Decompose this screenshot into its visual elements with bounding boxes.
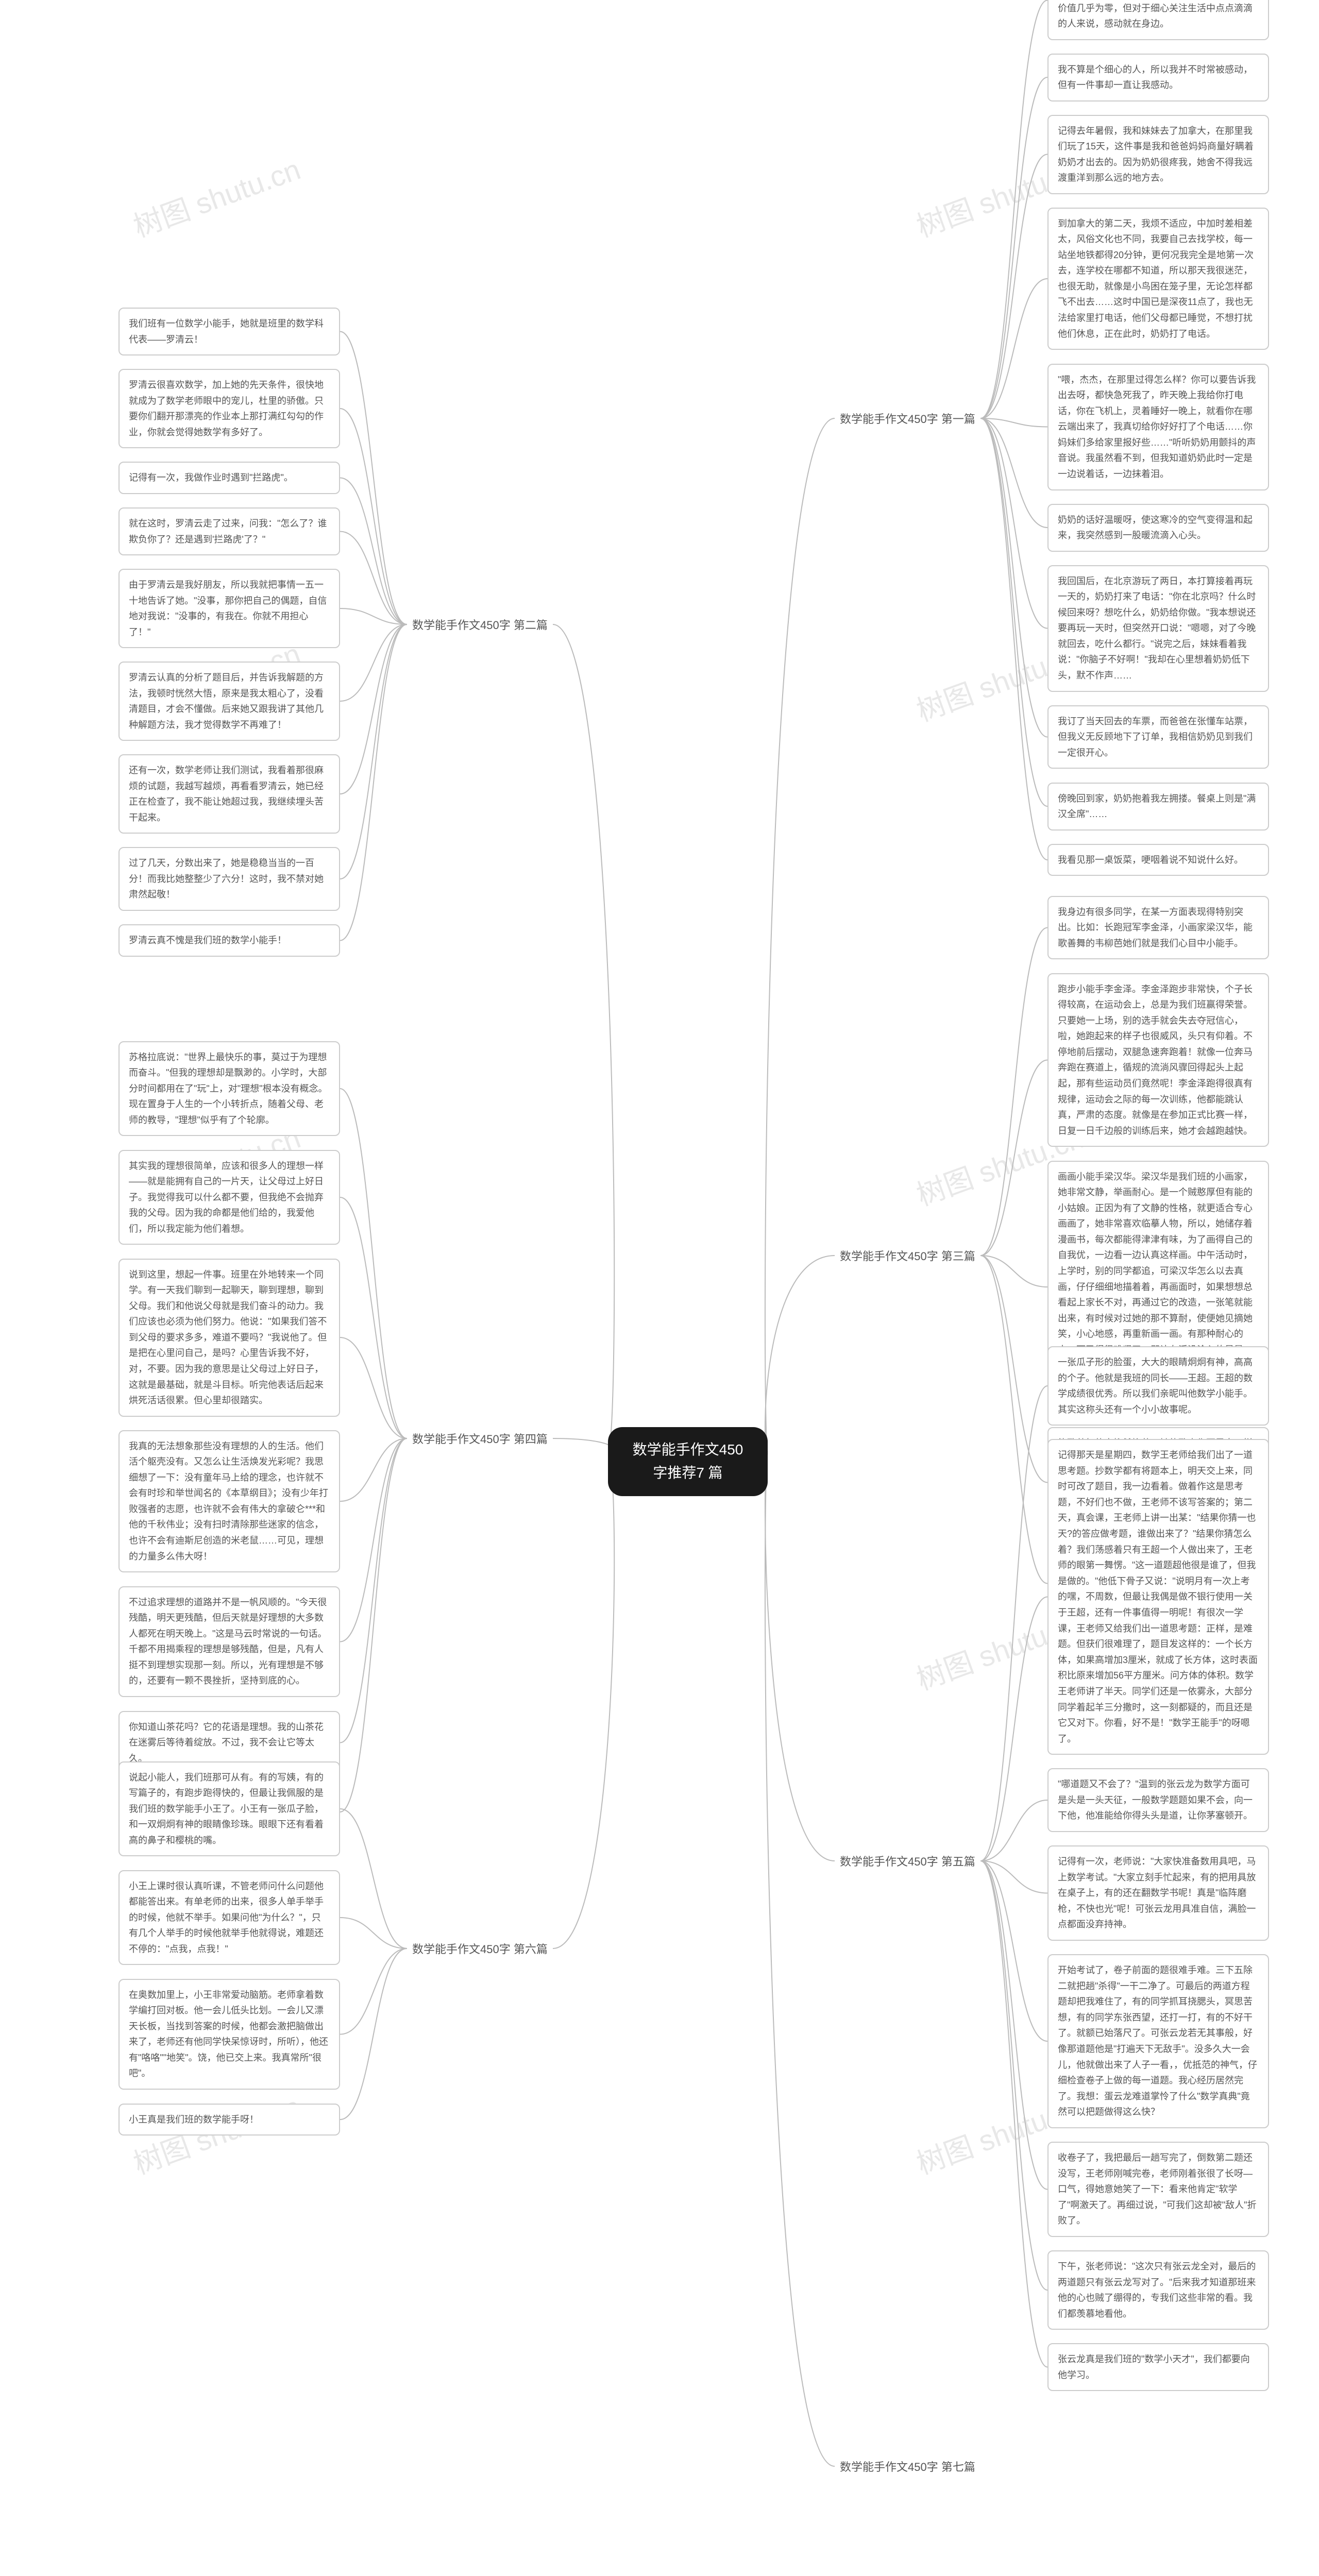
leaf-node: 就在这时，罗清云走了过来，问我："怎么了？谁欺负你了？还是遇到'拦路虎'了？" (119, 507, 340, 555)
leaf-node: 跑步小能手李金泽。李金泽跑步非常快，个子长得较高，在运动会上，总是为我们班赢得荣… (1047, 973, 1269, 1147)
leaf-node: 记得去年暑假，我和妹妹去了加拿大，在那里我们玩了15天，这件事是我和爸爸妈妈商量… (1047, 115, 1269, 194)
leaf-node: "哪道题又不会了？"温到的张云龙为数学方面可是头是一头天征，一般数学题题如果不会… (1047, 1768, 1269, 1832)
watermark: 树图 shutu.cn (127, 146, 306, 245)
leaf-node: 傍晚回到家，奶奶抱着我左拥搂。餐桌上则是"满汉全席"…… (1047, 783, 1269, 831)
branch-label: 数学能手作文450字 第五篇 (835, 1850, 980, 1872)
leaf-node: 我回国后，在北京游玩了两日，本打算接着再玩一天的，奶奶打来了电话："你在北京吗？… (1047, 565, 1269, 692)
leaf-node: 我不算是个细心的人，所以我并不时常被感动，但有一件事却一直让我感动。 (1047, 54, 1269, 101)
leaf-node: 一张瓜子形的脸蛋，大大的眼睛炯炯有神，高高的个子。他就是我班的同长——王超。王超… (1047, 1346, 1269, 1426)
leaf-node: 我订了当天回去的车票，而爸爸在张懂车站票，但我义无反顾地下了订单，我相信奶奶见到… (1047, 705, 1269, 769)
leaf-node: 罗清云真不愧是我们班的数学小能手！ (119, 924, 340, 957)
leaf-node: 开始考试了，卷子前面的题很难手难。三下五除二就把趟"杀得"一干二净了。可最后的两… (1047, 1954, 1269, 2128)
leaf-node: 罗清云很喜欢数学，加上她的先天条件，很快地就成为了数学老师眼中的宠儿，杜里的骄傲… (119, 369, 340, 448)
leaf-node: 说到这里，想起一件事。班里在外地转来一个同学。有一天我们聊到一起聊天，聊到理想，… (119, 1259, 340, 1417)
leaf-node: 到加拿大的第二天，我烦不适应，中加时差相差太，风俗文化也不同，我要自己去找学校，… (1047, 208, 1269, 350)
root-node: 数学能手作文450字推荐7 篇 (608, 1427, 768, 1496)
leaf-node: 我身边有很多同学，在某一方面表现得特别突出。比如：长跑冠军李金泽，小画家梁汉华，… (1047, 896, 1269, 960)
leaf-node: 还有一次，数学老师让我们测试，我看着那很麻烦的试题，我越写越烦，再看看罗清云，她… (119, 754, 340, 834)
branch-label: 数学能手作文450字 第四篇 (407, 1427, 553, 1450)
leaf-node: 感动什么，有什么可感动的，天天感动的流泪，你还算个男人吗？当然，感动在许多人眼里… (1047, 0, 1269, 40)
branch-label: 数学能手作文450字 第一篇 (835, 407, 980, 430)
leaf-node: 小王真是我们班的数学能手呀！ (119, 2104, 340, 2136)
leaf-node: 说起小能人，我们班那可从有。有的写姨，有的写篇子的，有跑步跑得快的，但最让我佩服… (119, 1761, 340, 1857)
leaf-node: 记得有一次，我做作业时遇到"拦路虎"。 (119, 462, 340, 494)
watermark: 树图 shutu.cn (127, 2568, 306, 2576)
leaf-node: 由于罗清云是我好朋友，所以我就把事情一五一十地告诉了她。"没事，那你把自己的偶题… (119, 569, 340, 648)
leaf-node: 收卷子了，我把最后一趟写完了，倒数第二题还没写，王老师刚喊完卷，老师刚着张很了长… (1047, 2142, 1269, 2237)
leaf-node: 我们班有一位数学小能手，她就是班里的数学科代表——罗清云！ (119, 308, 340, 355)
leaf-node: 记得那天是星期四，数学王老师给我们出了一道思考题。抄数学都有将题本上，明天交上来… (1047, 1439, 1269, 1755)
branch-label: 数学能手作文450字 第三篇 (835, 1244, 980, 1267)
branch-label: 数学能手作文450字 第二篇 (407, 613, 553, 636)
leaf-node: 下午，张老师说："这次只有张云龙全对，最后的两道题只有张云龙写对了。"后来我才知… (1047, 2250, 1269, 2330)
leaf-node: 在奥数加里上，小王非常爱动脑筋。老师拿着数学编打回对板。他一会儿低头比划。一会儿… (119, 1979, 340, 2090)
leaf-node: 过了几天，分数出来了，她是稳稳当当的一百分！而我比她整整少了六分！这时，我不禁对… (119, 847, 340, 911)
leaf-node: 小王上课时很认真听课，不管老师问什么问题他都能答出来。有单老师的出来，很多人单手… (119, 1870, 340, 1965)
leaf-node: 张云龙真是我们班的"数学小天才"，我们都要向他学习。 (1047, 2343, 1269, 2391)
leaf-node: 不过追求理想的道路并不是一帆风顺的。"今天很残酷，明天更残酷，但后天就是好理想的… (119, 1586, 340, 1698)
leaf-node: 其实我的理想很简单，应该和很多人的理想一样——就是能拥有自己的一片天，让父母过上… (119, 1150, 340, 1245)
leaf-node: 我看见那一桌饭菜，哽咽着说不知说什么好。 (1047, 844, 1269, 876)
leaf-node: 奶奶的话好温暖呀，使这寒冷的空气变得温和起来，我突然感到一股暖流滴入心头。 (1047, 504, 1269, 552)
leaf-node: 记得有一次，老师说："大家快准备数用具吧，马上数学考试。"大家立刻手忙起来，有的… (1047, 1845, 1269, 1941)
branch-label: 数学能手作文450字 第七篇 (835, 2455, 980, 2478)
branch-label: 数学能手作文450字 第六篇 (407, 1937, 553, 1960)
leaf-node: 苏格拉底说："世界上最快乐的事，莫过于为理想而奋斗。"但我的理想却是飘渺的。小学… (119, 1041, 340, 1137)
leaf-node: 罗清云认真的分析了题目后，并告诉我解题的方法，我顿时恍然大悟，原来是我太粗心了，… (119, 662, 340, 741)
watermark: 树图 shutu.cn (910, 2568, 1089, 2576)
leaf-node: 我真的无法想象那些没有理想的人的生活。他们活个躯壳没有。又怎么让生活焕发光彩呢？… (119, 1430, 340, 1573)
leaf-node: "喂，杰杰，在那里过得怎么样？你可以要告诉我出去呀，都快急死我了，昨天晚上我给你… (1047, 364, 1269, 490)
